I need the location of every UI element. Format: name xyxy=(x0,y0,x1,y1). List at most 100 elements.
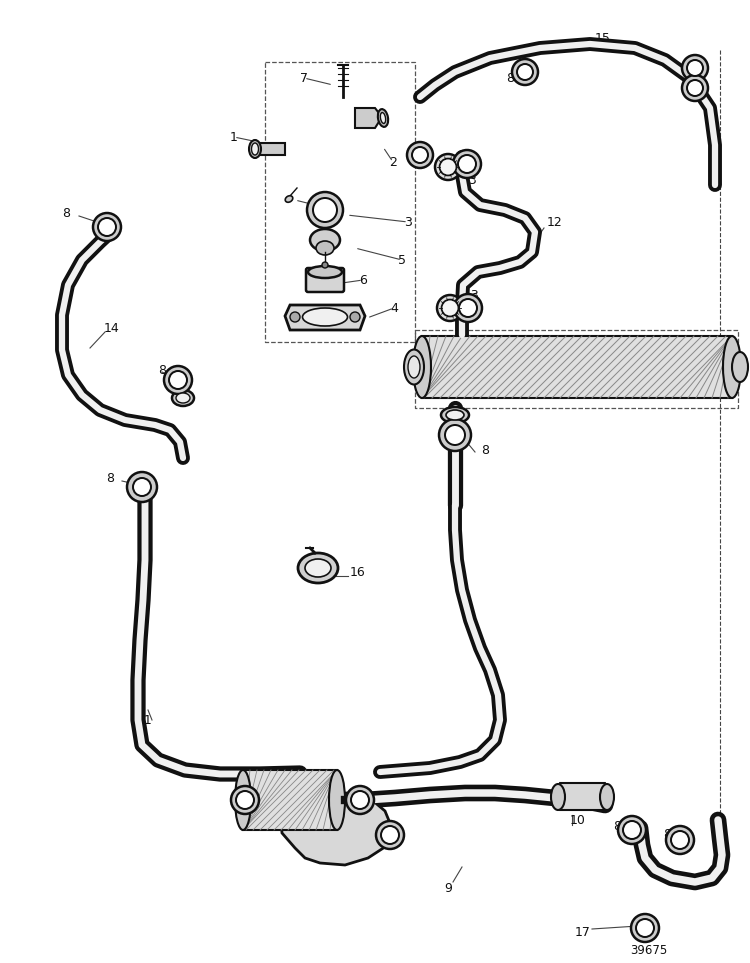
Circle shape xyxy=(459,299,477,317)
Polygon shape xyxy=(255,143,285,155)
Text: 8: 8 xyxy=(613,820,621,834)
Circle shape xyxy=(618,816,646,844)
Text: 5: 5 xyxy=(398,253,406,267)
Text: 1: 1 xyxy=(230,131,238,143)
Circle shape xyxy=(682,75,708,101)
Ellipse shape xyxy=(302,308,347,326)
Text: 4: 4 xyxy=(390,301,398,315)
Circle shape xyxy=(407,142,433,168)
Text: 12: 12 xyxy=(547,216,562,228)
Text: 8: 8 xyxy=(158,363,166,377)
Ellipse shape xyxy=(441,407,469,423)
Circle shape xyxy=(290,312,300,322)
Circle shape xyxy=(682,55,708,81)
Ellipse shape xyxy=(551,784,565,810)
Circle shape xyxy=(666,826,694,854)
Circle shape xyxy=(623,821,641,839)
Circle shape xyxy=(453,150,481,178)
Circle shape xyxy=(164,366,192,394)
Text: 2: 2 xyxy=(311,198,319,212)
Ellipse shape xyxy=(378,109,388,127)
Text: 17: 17 xyxy=(575,925,591,939)
Ellipse shape xyxy=(316,241,334,255)
Polygon shape xyxy=(422,336,732,398)
Circle shape xyxy=(169,371,187,389)
Ellipse shape xyxy=(308,266,342,278)
Circle shape xyxy=(517,64,533,80)
Text: 6: 6 xyxy=(359,273,367,287)
Circle shape xyxy=(98,218,116,236)
Text: 16: 16 xyxy=(350,565,366,579)
Text: 39675: 39675 xyxy=(630,944,668,956)
Ellipse shape xyxy=(329,770,345,830)
Ellipse shape xyxy=(723,336,741,398)
Circle shape xyxy=(376,821,404,849)
Circle shape xyxy=(313,198,337,222)
Ellipse shape xyxy=(404,350,424,384)
Circle shape xyxy=(442,299,458,317)
Circle shape xyxy=(631,914,659,942)
FancyBboxPatch shape xyxy=(306,268,344,292)
Circle shape xyxy=(687,60,703,76)
Circle shape xyxy=(636,919,654,937)
Circle shape xyxy=(671,831,689,849)
Text: 2: 2 xyxy=(389,155,397,169)
Polygon shape xyxy=(285,305,365,330)
Ellipse shape xyxy=(305,559,331,577)
Circle shape xyxy=(346,786,374,814)
Circle shape xyxy=(439,419,471,451)
Polygon shape xyxy=(280,793,392,865)
Polygon shape xyxy=(355,108,382,128)
Circle shape xyxy=(437,295,463,321)
Circle shape xyxy=(440,159,457,175)
Ellipse shape xyxy=(380,113,386,123)
Circle shape xyxy=(231,786,259,814)
Circle shape xyxy=(458,155,476,173)
Text: 13: 13 xyxy=(464,289,480,301)
Ellipse shape xyxy=(235,770,251,830)
Text: 7: 7 xyxy=(300,71,308,85)
Text: 8: 8 xyxy=(481,444,489,456)
Circle shape xyxy=(351,791,369,809)
Circle shape xyxy=(93,213,121,241)
Circle shape xyxy=(127,472,157,502)
Text: 14: 14 xyxy=(104,322,120,334)
Text: 17: 17 xyxy=(364,826,380,840)
Ellipse shape xyxy=(176,393,190,403)
Text: 8: 8 xyxy=(663,828,671,842)
Circle shape xyxy=(381,826,399,844)
Ellipse shape xyxy=(732,352,748,382)
Circle shape xyxy=(445,425,465,445)
Ellipse shape xyxy=(408,356,420,378)
Ellipse shape xyxy=(251,143,259,155)
Text: 8: 8 xyxy=(62,206,70,220)
Circle shape xyxy=(454,294,482,322)
Circle shape xyxy=(307,192,343,228)
Polygon shape xyxy=(243,770,337,830)
Ellipse shape xyxy=(285,195,292,202)
Circle shape xyxy=(412,147,428,163)
Ellipse shape xyxy=(413,336,431,398)
Ellipse shape xyxy=(249,140,261,158)
Ellipse shape xyxy=(310,229,340,251)
Text: 8: 8 xyxy=(106,472,114,484)
Text: 9: 9 xyxy=(444,881,452,895)
Text: 3: 3 xyxy=(404,216,412,228)
Circle shape xyxy=(236,791,254,809)
Ellipse shape xyxy=(600,784,614,810)
Circle shape xyxy=(512,59,538,85)
Circle shape xyxy=(322,262,328,268)
Circle shape xyxy=(687,80,703,96)
Text: 13: 13 xyxy=(462,173,478,187)
Ellipse shape xyxy=(298,553,338,583)
Text: 11: 11 xyxy=(137,714,153,726)
Circle shape xyxy=(350,312,360,322)
Circle shape xyxy=(133,478,151,496)
Ellipse shape xyxy=(446,410,464,420)
Text: 15: 15 xyxy=(595,32,611,44)
Text: 8: 8 xyxy=(506,71,514,85)
Polygon shape xyxy=(555,783,610,810)
Text: 10: 10 xyxy=(570,814,586,826)
Ellipse shape xyxy=(172,390,194,406)
Circle shape xyxy=(435,154,461,180)
